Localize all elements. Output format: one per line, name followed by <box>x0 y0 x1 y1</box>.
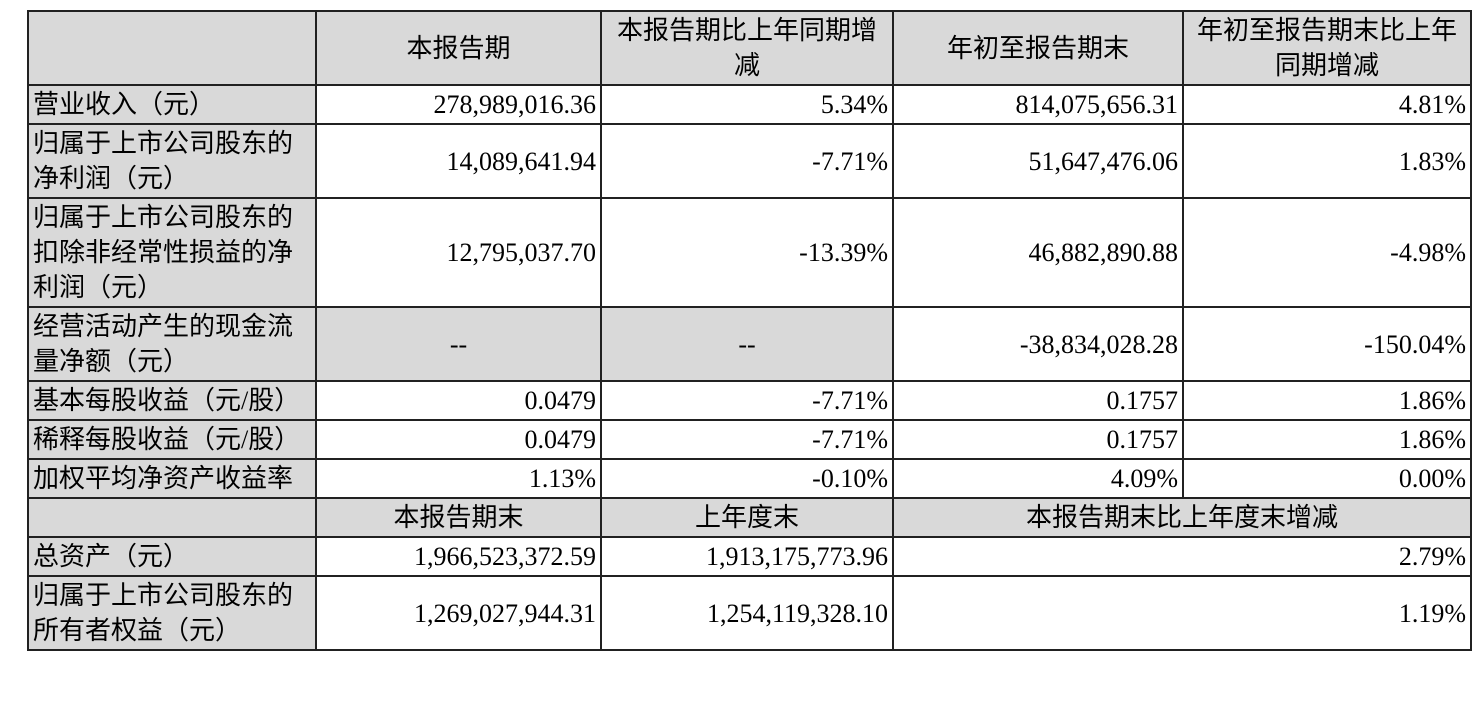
value-cell: -13.39% <box>600 197 894 308</box>
value-cell: 46,882,890.88 <box>892 197 1184 308</box>
value-cell: 0.0479 <box>315 380 602 421</box>
col-header-prior-year-end: 上年度末 <box>600 497 894 538</box>
row-total-assets: 总资产（元） 1,966,523,372.59 1,913,175,773.96… <box>27 536 1472 577</box>
value-cell: 14,089,641.94 <box>315 123 602 199</box>
value-cell: 814,075,656.31 <box>892 84 1184 125</box>
value-cell-na: -- <box>315 306 602 382</box>
corner-cell <box>27 10 317 86</box>
row-label: 稀释每股收益（元/股） <box>27 419 317 460</box>
col-header-current-period: 本报告期 <box>315 10 602 86</box>
value-cell: -4.98% <box>1182 197 1472 308</box>
row-label: 营业收入（元） <box>27 84 317 125</box>
col-header-period-end: 本报告期末 <box>315 497 602 538</box>
value-cell: 0.0479 <box>315 419 602 460</box>
value-cell: 0.1757 <box>892 380 1184 421</box>
value-cell: 4.09% <box>892 458 1184 499</box>
value-cell: 1.86% <box>1182 419 1472 460</box>
value-cell: 1,913,175,773.96 <box>600 536 894 577</box>
value-cell: 278,989,016.36 <box>315 84 602 125</box>
row-weighted-avg-roe: 加权平均净资产收益率 1.13% -0.10% 4.09% 0.00% <box>27 458 1472 499</box>
value-cell: 51,647,476.06 <box>892 123 1184 199</box>
value-cell: -150.04% <box>1182 306 1472 382</box>
value-cell: -7.71% <box>600 380 894 421</box>
row-shareholders-equity: 归属于上市公司股东的所有者权益（元） 1,269,027,944.31 1,25… <box>27 575 1472 651</box>
value-cell: 4.81% <box>1182 84 1472 125</box>
header-row-period-end: 本报告期末 上年度末 本报告期末比上年度末增减 <box>27 497 1472 538</box>
value-cell: 1.86% <box>1182 380 1472 421</box>
header-row-period: 本报告期 本报告期比上年同期增减 年初至报告期末 年初至报告期末比上年同期增减 <box>27 10 1472 86</box>
row-label: 归属于上市公司股东的扣除非经常性损益的净利润（元） <box>27 197 317 308</box>
value-cell: 0.00% <box>1182 458 1472 499</box>
value-cell: -7.71% <box>600 419 894 460</box>
row-label: 经营活动产生的现金流量净额（元） <box>27 306 317 382</box>
row-label: 基本每股收益（元/股） <box>27 380 317 421</box>
row-label: 归属于上市公司股东的净利润（元） <box>27 123 317 199</box>
row-operating-cash-flow: 经营活动产生的现金流量净额（元） -- -- -38,834,028.28 -1… <box>27 306 1472 382</box>
col-header-ytd: 年初至报告期末 <box>892 10 1184 86</box>
value-cell: 12,795,037.70 <box>315 197 602 308</box>
value-cell: -38,834,028.28 <box>892 306 1184 382</box>
value-cell-change: 1.19% <box>892 575 1472 651</box>
row-label: 归属于上市公司股东的所有者权益（元） <box>27 575 317 651</box>
row-diluted-eps: 稀释每股收益（元/股） 0.0479 -7.71% 0.1757 1.86% <box>27 419 1472 460</box>
corner-cell <box>27 497 317 538</box>
key-financials-table: 本报告期 本报告期比上年同期增减 年初至报告期末 年初至报告期末比上年同期增减 … <box>27 10 1472 651</box>
col-header-period-end-change: 本报告期末比上年度末增减 <box>892 497 1472 538</box>
col-header-ytd-vs-prior: 年初至报告期末比上年同期增减 <box>1182 10 1472 86</box>
row-net-profit: 归属于上市公司股东的净利润（元） 14,089,641.94 -7.71% 51… <box>27 123 1472 199</box>
value-cell: 1.83% <box>1182 123 1472 199</box>
row-basic-eps: 基本每股收益（元/股） 0.0479 -7.71% 0.1757 1.86% <box>27 380 1472 421</box>
value-cell: 0.1757 <box>892 419 1184 460</box>
value-cell-change: 2.79% <box>892 536 1472 577</box>
value-cell: -7.71% <box>600 123 894 199</box>
col-header-current-vs-prior: 本报告期比上年同期增减 <box>600 10 894 86</box>
value-cell: 1,966,523,372.59 <box>315 536 602 577</box>
row-net-profit-excl-nonrecurring: 归属于上市公司股东的扣除非经常性损益的净利润（元） 12,795,037.70 … <box>27 197 1472 308</box>
value-cell: 1,269,027,944.31 <box>315 575 602 651</box>
value-cell-na: -- <box>600 306 894 382</box>
row-revenue: 营业收入（元） 278,989,016.36 5.34% 814,075,656… <box>27 84 1472 125</box>
value-cell: 1,254,119,328.10 <box>600 575 894 651</box>
report-page: 本报告期 本报告期比上年同期增减 年初至报告期末 年初至报告期末比上年同期增减 … <box>27 10 1472 651</box>
value-cell: 1.13% <box>315 458 602 499</box>
value-cell: -0.10% <box>600 458 894 499</box>
row-label: 总资产（元） <box>27 536 317 577</box>
value-cell: 5.34% <box>600 84 894 125</box>
row-label: 加权平均净资产收益率 <box>27 458 317 499</box>
